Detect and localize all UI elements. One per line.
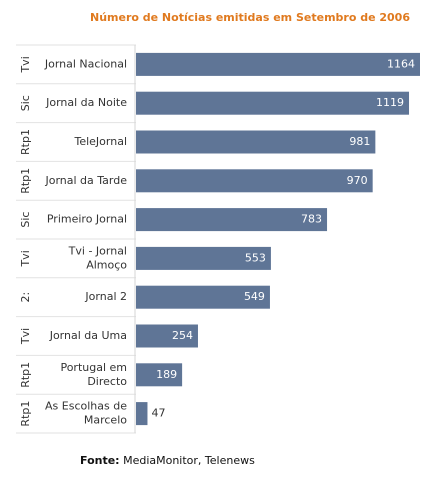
category-label: Jornal da Noite xyxy=(45,96,127,109)
value-label: 189 xyxy=(156,368,177,381)
bar xyxy=(136,363,183,387)
bar xyxy=(136,324,198,348)
group-label: Rtp1 xyxy=(19,401,32,427)
bar xyxy=(136,246,271,270)
category-label: Jornal Nacional xyxy=(44,57,127,70)
group-label: Rtp1 xyxy=(19,168,32,194)
bar xyxy=(136,91,410,115)
group-label: Tvi xyxy=(19,328,32,345)
group-label: Tvi xyxy=(19,56,32,73)
value-label: 1164 xyxy=(387,57,415,70)
category-label: Almoço xyxy=(86,258,127,271)
category-label: TeleJornal xyxy=(73,135,127,148)
plot-area: Tvi Jornal Nacional 1164 Sic Jornal da Noite… xyxy=(16,44,420,434)
value-label: 981 xyxy=(349,135,370,148)
source-text: MediaMonitor, Telenews xyxy=(120,454,256,467)
category-label: Tvi - Jornal xyxy=(68,244,127,257)
group-label: Rtp1 xyxy=(19,129,32,155)
category-label: Jornal da Uma xyxy=(49,329,127,342)
chart-title: Número de Notícias emitidas em Setembro … xyxy=(90,11,410,24)
bar xyxy=(136,169,373,193)
group-label: Sic xyxy=(19,212,32,228)
group-label: Sic xyxy=(19,95,32,111)
bar xyxy=(136,130,376,154)
category-label: As Escolhas de xyxy=(45,400,127,413)
group-label: 2: xyxy=(19,292,32,303)
group-label: Rtp1 xyxy=(19,362,32,388)
bar xyxy=(136,208,328,232)
value-label: 1119 xyxy=(376,96,404,109)
source-label: Fonte: xyxy=(80,454,120,467)
bar xyxy=(136,402,148,426)
category-label: Jornal da Tarde xyxy=(44,174,127,187)
bar xyxy=(136,52,420,76)
value-label: 47 xyxy=(151,407,165,420)
category-label: Portugal em xyxy=(60,361,127,374)
source-note: Fonte: MediaMonitor, Telenews xyxy=(80,454,255,467)
bar xyxy=(136,285,270,309)
value-label: 553 xyxy=(245,251,266,264)
category-label: Primeiro Jornal xyxy=(47,213,127,226)
category-label: Directo xyxy=(87,375,127,388)
value-label: 254 xyxy=(172,329,193,342)
category-label: Marcelo xyxy=(84,414,127,427)
group-label: Tvi xyxy=(19,250,32,267)
value-label: 549 xyxy=(244,290,265,303)
category-label: Jornal 2 xyxy=(84,290,127,303)
value-label: 970 xyxy=(347,174,368,187)
value-label: 783 xyxy=(301,213,322,226)
